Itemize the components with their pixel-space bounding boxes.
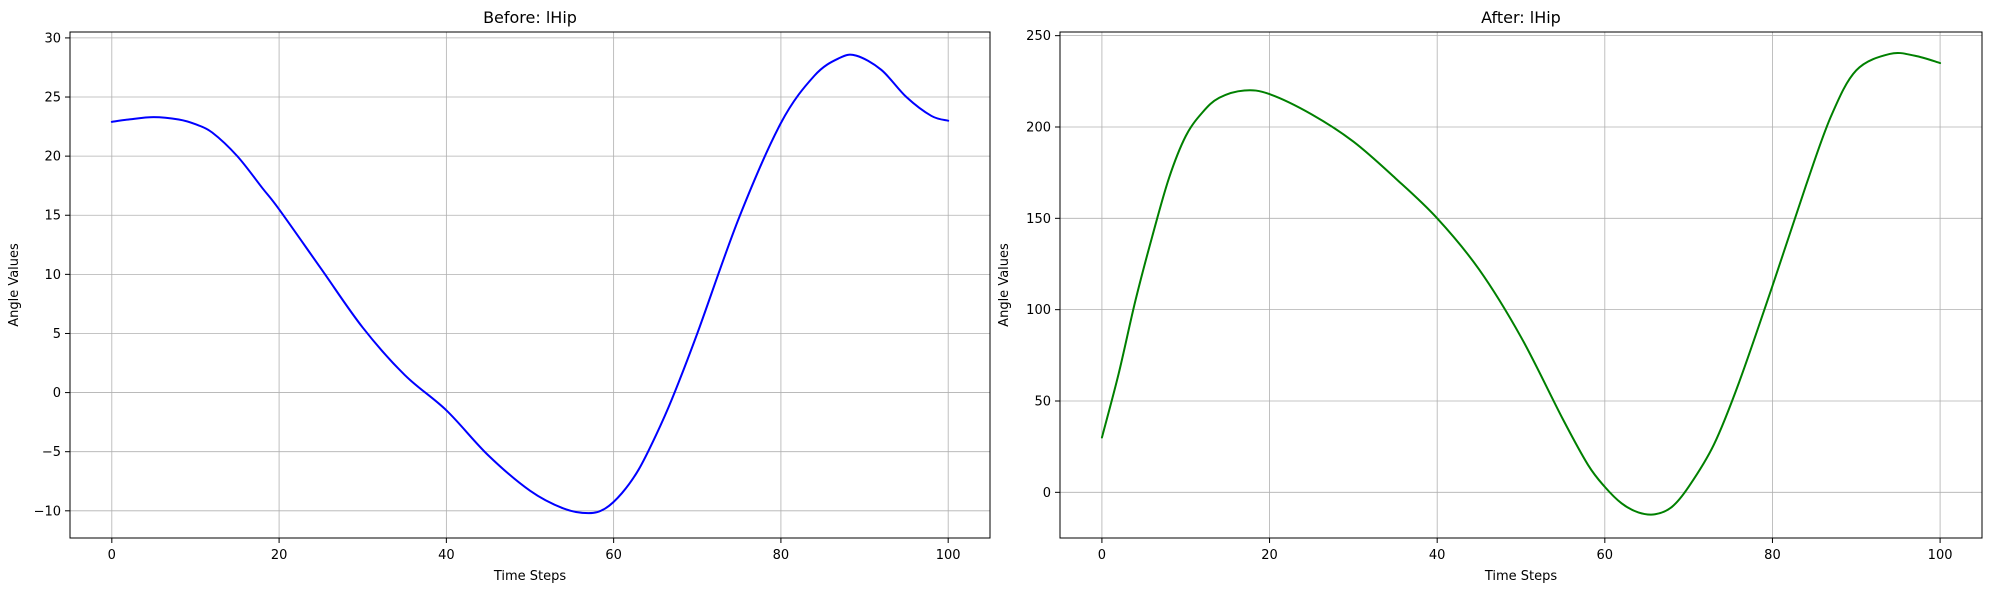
x-tick-label: 20 [1261,548,1278,563]
y-axis-label: Angle Values [997,243,1012,327]
x-axis-label: Time Steps [1484,569,1558,584]
y-tick-label: −10 [34,504,61,519]
chart-title: Before: lHip [483,8,577,27]
x-tick-label: 100 [1928,548,1953,563]
y-tick-label: 30 [44,31,61,46]
y-tick-label: 100 [1026,303,1051,318]
y-tick-label: 20 [44,150,61,165]
plot-frame [69,31,991,539]
x-tick-label: 60 [605,548,622,563]
chart-1: 0 20 40 60 80 100 −10 −5 0 5 10 15 20 25 30 Time Steps A… [7,8,991,584]
y-tick-label: 150 [1026,212,1051,227]
x-axis-label: Time Steps [493,569,567,584]
y-tick-label: 50 [1034,394,1051,409]
y-tick-label: 25 [44,91,61,106]
y-tick-label: 10 [44,268,61,283]
y-tick-label: 0 [1043,486,1051,501]
x-tick-label: 80 [1764,548,1781,563]
x-tick-label: 80 [773,548,790,563]
x-tick-label: 0 [108,548,116,563]
x-tick-label: 40 [1429,548,1446,563]
y-tick-label: 5 [53,327,61,342]
y-tick-label: −5 [42,445,61,460]
series-line-1 [110,53,950,515]
x-tick-label: 0 [1098,548,1106,563]
y-tick-label: 15 [44,209,61,224]
plot-frame [1059,31,1983,539]
chart-title: After: lHip [1481,8,1561,27]
y-tick-label: 0 [53,386,61,401]
y-tick-label: 250 [1026,29,1051,44]
y-tick-label: 200 [1026,120,1051,135]
y-axis-label: Angle Values [7,243,22,327]
x-tick-label: 20 [271,548,288,563]
x-tick-label: 40 [438,548,455,563]
chart-2: 0 20 40 60 80 100 0 50 100 150 200 250 Time Steps Ang… [997,8,1983,584]
x-tick-label: 100 [936,548,961,563]
x-tick-label: 60 [1597,548,1614,563]
series-line-1 [1100,51,1942,516]
